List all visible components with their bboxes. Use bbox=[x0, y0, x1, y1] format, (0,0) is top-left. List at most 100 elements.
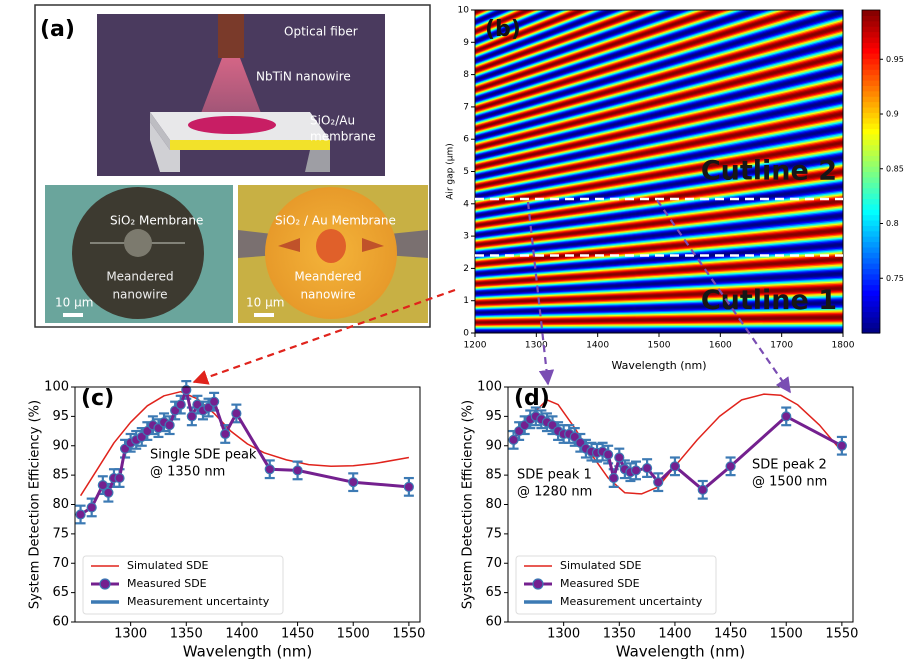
annotation: SDE peak 1 bbox=[517, 468, 592, 483]
leg-right bbox=[305, 140, 330, 172]
colorbar-cell bbox=[862, 203, 880, 210]
point bbox=[75, 509, 86, 520]
x-tick-label: 1200 bbox=[464, 341, 487, 351]
image-caption: Meandered bbox=[106, 270, 173, 284]
colorbar-cell bbox=[862, 284, 880, 291]
heatmap-band bbox=[475, 10, 655, 74]
heatmap-band bbox=[475, 10, 630, 67]
label-nanowire: NbTiN nanowire bbox=[256, 70, 351, 84]
y-tick-label: 60 bbox=[52, 615, 69, 630]
colorbar-cell bbox=[862, 230, 880, 237]
x-tick-label: 1500 bbox=[337, 627, 370, 642]
image-caption: Meandered bbox=[294, 270, 361, 284]
colorbar-cell bbox=[862, 144, 880, 151]
heatmap-band bbox=[475, 10, 527, 32]
y-axis-label: System Detection Efficiency (%) bbox=[461, 400, 476, 609]
heatmap-band bbox=[475, 10, 476, 11]
y-tick-label: 75 bbox=[485, 526, 502, 541]
heatmap-band bbox=[475, 10, 606, 59]
x-tick-label: 1350 bbox=[170, 627, 203, 642]
x-tick-label: 1350 bbox=[603, 627, 636, 642]
point bbox=[264, 464, 275, 475]
colorbar-cell bbox=[862, 133, 880, 140]
annotation: @ 1500 nm bbox=[752, 475, 827, 490]
heatmap-band bbox=[475, 10, 596, 56]
heatmap-band bbox=[475, 10, 777, 105]
heatmap-band bbox=[475, 10, 547, 39]
scale-label: 10 μm bbox=[55, 296, 93, 310]
heatmap-band bbox=[475, 10, 499, 21]
heatmap-band bbox=[475, 10, 509, 25]
heatmap-band bbox=[475, 10, 766, 102]
heatmap-band bbox=[475, 10, 800, 109]
point bbox=[608, 472, 619, 484]
point bbox=[86, 502, 97, 513]
y-tick-label: 95 bbox=[52, 409, 69, 424]
point bbox=[103, 487, 114, 498]
y-tick-label: 10 bbox=[458, 6, 470, 16]
heatmap-band bbox=[475, 10, 579, 50]
heatmap-band bbox=[475, 10, 706, 88]
legend-box bbox=[82, 555, 284, 615]
colorbar-cell bbox=[862, 74, 880, 81]
taper bbox=[362, 238, 384, 252]
colorbar-cell bbox=[862, 117, 880, 124]
colorbar-cell bbox=[862, 123, 880, 130]
heatmap-band bbox=[475, 10, 549, 40]
heatmap-band bbox=[475, 10, 493, 18]
heatmap-band bbox=[475, 10, 560, 44]
y-tick-label: 65 bbox=[485, 585, 502, 600]
y-tick-label: 60 bbox=[485, 615, 502, 630]
point bbox=[669, 461, 681, 472]
heatmap-band bbox=[475, 10, 666, 77]
colorbar-cell bbox=[862, 209, 880, 216]
heatmap-band bbox=[475, 10, 513, 26]
fiber bbox=[218, 14, 244, 58]
y-tick-label: 70 bbox=[52, 556, 69, 571]
colorbar-cell bbox=[862, 101, 880, 108]
heatmap-band bbox=[475, 10, 725, 92]
heatmap-band bbox=[475, 10, 681, 81]
heatmap-band bbox=[475, 10, 732, 94]
point bbox=[97, 480, 108, 491]
x-tick-label: 1300 bbox=[114, 627, 147, 642]
x-tick-label: 1500 bbox=[648, 341, 671, 351]
point bbox=[630, 465, 642, 476]
y-tick-label: 85 bbox=[52, 468, 69, 483]
point bbox=[603, 449, 614, 460]
x-axis-label: Wavelength (nm) bbox=[616, 643, 746, 659]
heatmap-band bbox=[475, 10, 534, 34]
annotation: @ 1350 nm bbox=[150, 465, 225, 480]
heatmap-band bbox=[475, 10, 570, 47]
heatmap-band bbox=[475, 10, 792, 108]
annotation: @ 1280 nm bbox=[517, 485, 592, 500]
heatmap-band bbox=[475, 10, 652, 73]
label-membrane: SiO₂/Au bbox=[310, 114, 355, 128]
heatmap-band bbox=[475, 10, 807, 111]
y-tick-label: 80 bbox=[52, 497, 69, 512]
heatmap-band bbox=[475, 10, 542, 37]
y-tick-label: 90 bbox=[52, 438, 69, 453]
point bbox=[653, 477, 664, 488]
colorbar-cell bbox=[862, 241, 880, 248]
colorbar-cell bbox=[862, 85, 880, 92]
colorbar-cell bbox=[862, 31, 880, 38]
legend-marker bbox=[99, 578, 111, 590]
heatmap-band bbox=[475, 10, 781, 105]
legend-label: Measured SDE bbox=[560, 577, 640, 590]
heatmap-band bbox=[475, 10, 641, 70]
heatmap-band bbox=[475, 10, 614, 62]
colorbar-cell bbox=[862, 198, 880, 205]
panel-label: (d) bbox=[514, 386, 550, 411]
y-axis-label: Air gap (μm) bbox=[446, 143, 456, 200]
membrane-side bbox=[150, 112, 170, 150]
heatmap-band bbox=[475, 10, 728, 93]
colorbar-cell bbox=[862, 63, 880, 70]
heatmap-band bbox=[475, 10, 699, 86]
y-tick-label: 75 bbox=[52, 526, 69, 541]
heatmap-band bbox=[475, 10, 715, 90]
colorbar-cell bbox=[862, 69, 880, 76]
heatmap-band bbox=[475, 10, 709, 88]
heatmap-band bbox=[475, 10, 718, 91]
